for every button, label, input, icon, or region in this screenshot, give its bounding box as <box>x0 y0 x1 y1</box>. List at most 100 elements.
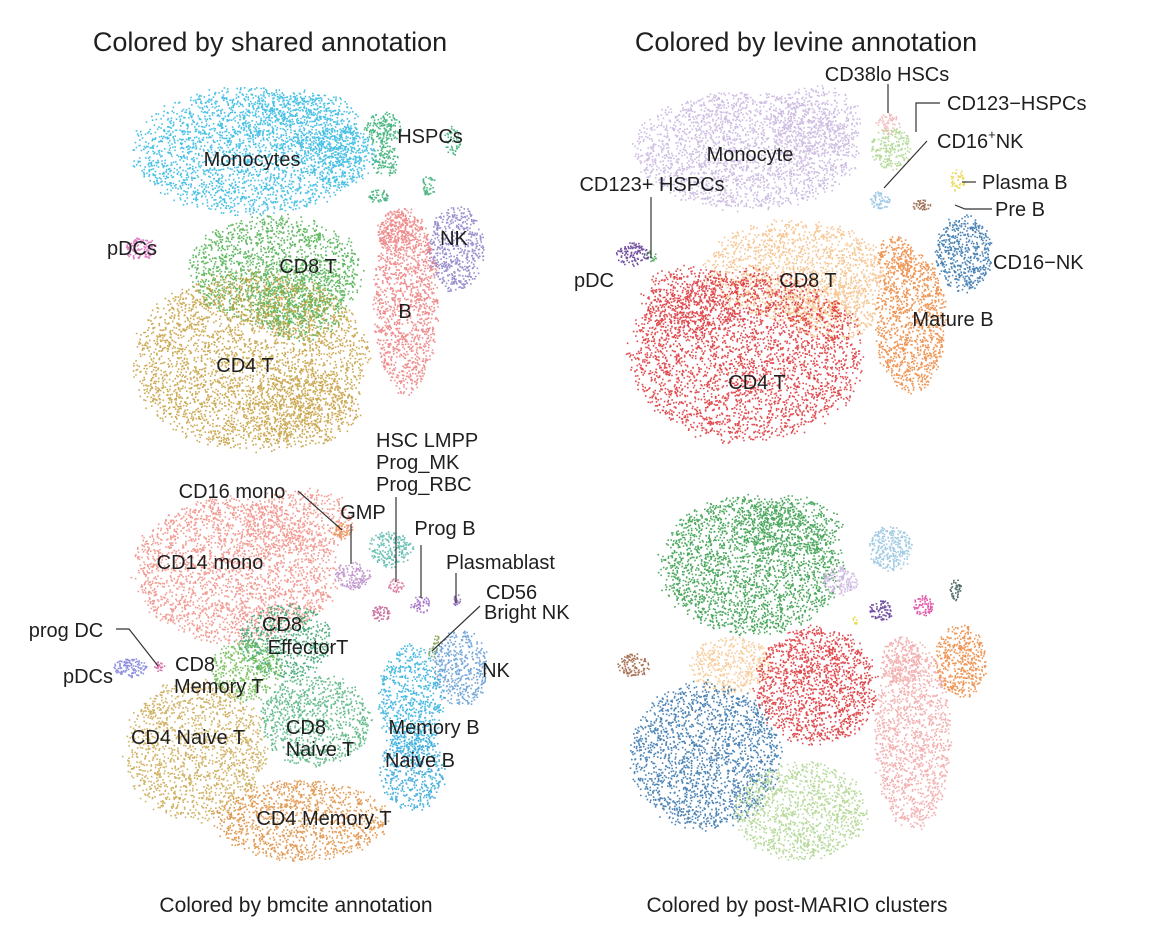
label-bm-brightnk: Bright NK <box>484 602 570 624</box>
scatter-cluster-nk <box>427 206 485 293</box>
scatter-cluster-prog-rbc <box>372 605 391 622</box>
label-bm-gmp: GMP <box>340 502 386 524</box>
scatter-cluster-pre-b <box>912 199 932 211</box>
label-levine-monocyte: Monocyte <box>707 144 794 166</box>
panel-title-levine: Colored by levine annotation <box>635 27 977 57</box>
label-bm-cd14mono: CD14 mono <box>157 552 264 574</box>
scatter-cluster-pdcs <box>113 658 148 679</box>
scatter-cluster-cluster-13 <box>733 761 869 861</box>
scatter-points-bmcite <box>113 487 488 862</box>
label-bm-cd8mem-1: CD8 <box>175 654 215 676</box>
label-shared-cd8t: CD8 T <box>279 256 336 278</box>
label-bm-cd8eff-1: CD8 <box>262 614 302 636</box>
leader-cd56 <box>431 605 481 652</box>
label-bm-cd56: CD56 <box>486 582 537 604</box>
scatter-cluster-cluster-9 <box>688 636 770 696</box>
scatter-cluster-cd14-mono <box>130 487 354 645</box>
scatter-cluster-cd123-hspcs <box>646 250 657 263</box>
scatter-cluster-hspcs <box>363 111 462 203</box>
label-levine-cd38lo: CD38lo HSCs <box>825 64 949 86</box>
label-bm-hsc-lmpp: HSC LMPP <box>376 430 478 452</box>
label-levine-preb: Pre B <box>995 199 1045 221</box>
leader-cd16nk <box>883 140 928 189</box>
scatter-cluster-cluster-2 <box>869 526 913 572</box>
label-levine-cd16nk: CD16+NK <box>937 127 1024 153</box>
label-levine-cd4t: CD4 T <box>728 372 785 394</box>
scatter-cluster-cluster-6 <box>949 579 962 602</box>
scatter-cluster-mature-b <box>875 236 947 395</box>
label-shared-nk: NK <box>440 228 468 250</box>
label-shared-hspcs: HSPCs <box>397 126 463 148</box>
scatter-cluster-plasmablast <box>453 594 462 607</box>
scatter-points-mario <box>617 493 987 861</box>
scatter-cluster-cd8-naive-t <box>259 674 373 768</box>
label-levine-pdc: pDC <box>574 270 614 292</box>
scatter-points-levine <box>615 84 993 444</box>
scatter-cluster-cluster-14 <box>852 616 858 625</box>
label-bm-cd4naive: CD4 Naive T <box>131 727 245 749</box>
label-levine-cd123pos: CD123+ HSPCs <box>579 174 724 196</box>
label-levine-plasmab: Plasma B <box>982 172 1068 194</box>
label-shared-pdcs: pDCs <box>107 238 157 260</box>
scatter-cluster-prog-b <box>410 596 430 614</box>
scatter-cluster-cd123-hspcs <box>871 128 912 171</box>
scatter-cluster-monocytes <box>132 87 377 217</box>
scatter-cluster-pdc <box>615 242 649 267</box>
label-bm-progb: Prog B <box>414 518 475 540</box>
scatter-cluster-cluster-3 <box>822 566 859 597</box>
label-bm-cd4memory: CD4 Memory T <box>256 808 391 830</box>
label-bm-plasmablast: Plasmablast <box>446 552 555 574</box>
label-bm-cd8eff-2: EffectorT <box>268 637 349 659</box>
scatter-cluster-cd16-nk <box>869 191 891 210</box>
label-bm-cd16mono: CD16 mono <box>179 481 286 503</box>
scatter-cluster-cluster-10 <box>752 624 879 746</box>
leader-lines <box>116 84 992 667</box>
panel-caption-mario: Colored by post-MARIO clusters <box>646 894 947 917</box>
scatter-cluster-cd4-memory-t <box>213 779 390 862</box>
label-levine-cd16nk-main: CD16 <box>937 131 988 153</box>
scatter-cluster-pdcs <box>125 237 157 260</box>
scatter-cluster-prog-mk <box>388 578 405 593</box>
label-shared-b: B <box>398 301 411 323</box>
label-levine-cd16nk-tail: NK <box>996 131 1024 153</box>
label-bm-naiveb: Naive B <box>385 750 455 772</box>
label-bm-prog-rbc: Prog_RBC <box>376 474 472 496</box>
scatter-cluster-cluster-12 <box>629 679 783 832</box>
panel-title-shared: Colored by shared annotation <box>93 27 447 57</box>
leader-preb <box>954 204 992 210</box>
label-levine-cd123neg: CD123−HSPCs <box>947 93 1087 115</box>
scatter-cluster-cluster-5 <box>913 595 934 617</box>
scatter-cluster-cluster-1 <box>657 493 846 636</box>
scatter-cluster-b <box>372 208 440 396</box>
leader-progdc <box>116 628 159 667</box>
label-levine-cd16nk-sup: + <box>988 127 996 142</box>
scatter-cluster-cd4-t <box>625 264 865 444</box>
scatter-cluster-cd56 <box>428 645 438 658</box>
label-levine-cd8t: CD8 T <box>779 270 836 292</box>
label-bm-pdcs: pDCs <box>63 666 113 688</box>
label-bm-prog-mk: Prog_MK <box>376 452 460 474</box>
label-levine-cd16negnk: CD16−NK <box>993 252 1084 274</box>
scatter-cluster-hsc-lmpp <box>368 531 415 569</box>
scatter-cluster-gmp <box>334 561 372 591</box>
scatter-cluster-cluster-4 <box>869 600 893 621</box>
scatter-cluster-plasma-b <box>950 169 966 192</box>
label-bm-cd8naive-1: CD8 <box>286 717 326 739</box>
label-bm-cd8naive-2: Naive T <box>286 739 355 761</box>
scatter-cluster-cd8-effector-t <box>238 603 332 682</box>
leader-cd16mono <box>297 490 343 531</box>
scatter-cluster-cd38lo-hscs <box>875 113 901 135</box>
label-bm-progdc: prog DC <box>29 620 103 642</box>
scatter-cluster-cluster-7 <box>933 624 987 698</box>
scatter-cluster-cd16-mono <box>332 522 354 540</box>
scatter-cluster-cd8-t <box>702 219 889 343</box>
label-bm-nk: NK <box>482 660 510 682</box>
scatter-cluster-monocyte <box>631 84 861 213</box>
scatter-cluster-naive-b <box>379 729 446 811</box>
scatter-cluster-memory-b <box>377 643 445 757</box>
panel-caption-bmcite: Colored by bmcite annotation <box>159 894 432 917</box>
label-shared-monocytes: Monocytes <box>204 149 301 171</box>
scatter-cluster-nk <box>432 630 488 705</box>
scatter-cluster-cd4-naive-t <box>121 678 269 824</box>
